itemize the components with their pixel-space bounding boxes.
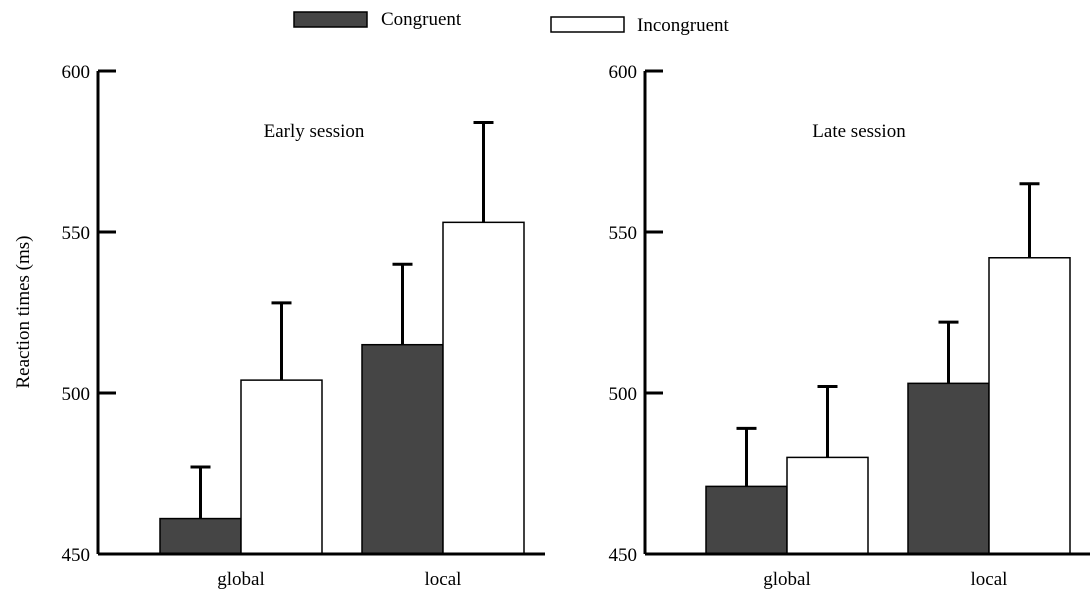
y-tick-label: 500 <box>609 384 638 405</box>
bar-incongruent-global <box>240 379 323 555</box>
y-tick-label: 550 <box>609 223 638 244</box>
panel-title: Early session <box>264 121 365 142</box>
x-tick-label: local <box>425 569 462 589</box>
panel-title: Late session <box>812 121 906 142</box>
x-tick-label: global <box>217 569 265 589</box>
bar-incongruent-local <box>442 221 525 555</box>
legend-swatch-congruent <box>293 11 368 28</box>
y-axis-label: Reaction times (ms) <box>13 235 34 388</box>
y-tick-label: 600 <box>62 62 91 83</box>
legend-label-incongruent: Incongruent <box>637 15 730 36</box>
y-tick-label: 600 <box>609 62 638 83</box>
legend-label-congruent: Congruent <box>381 9 462 30</box>
y-tick-label: 450 <box>609 545 638 566</box>
bar-congruent-local <box>907 382 990 555</box>
x-tick-label: global <box>763 569 811 589</box>
bar-congruent-global <box>159 517 242 555</box>
y-tick-label: 450 <box>62 545 91 566</box>
x-tick-label: local <box>971 569 1008 589</box>
bar-congruent-global <box>705 485 788 555</box>
bar-incongruent-global <box>786 456 869 555</box>
bar-congruent-local <box>361 343 444 555</box>
panel-late-session: Late session global local 450 500 550 600 <box>609 62 1090 589</box>
y-tick-label: 550 <box>62 223 91 244</box>
legend: Congruent Incongruent <box>293 9 730 36</box>
panel-early-session: Early session global local 450 500 550 600 <box>62 62 545 589</box>
legend-swatch-incongruent <box>550 16 625 33</box>
y-tick-label: 500 <box>62 384 91 405</box>
bar-incongruent-local <box>988 257 1071 555</box>
